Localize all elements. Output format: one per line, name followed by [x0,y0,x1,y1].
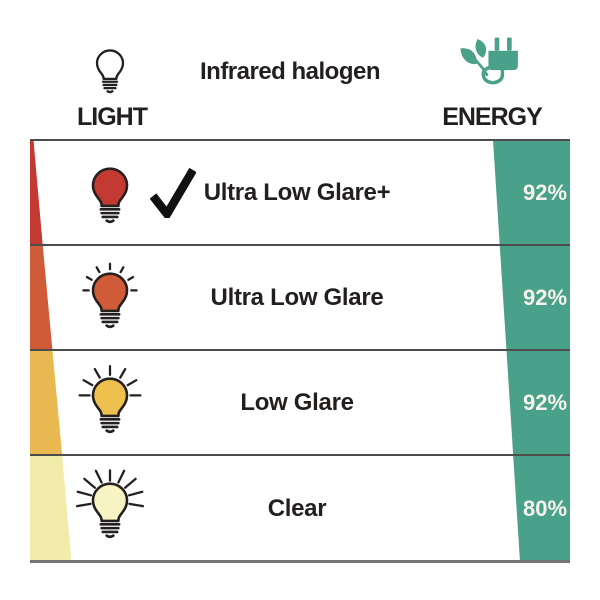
table-row: Clear 80% [30,455,570,562]
light-column-label: LIGHT [77,103,148,131]
row-label: Ultra Low Glare+ [203,178,391,206]
page-title: Infrared halogen [199,58,381,85]
checkmark-icon [150,167,196,218]
light-bulb-outline-icon [95,49,125,94]
table-row: Low Glare 92% [30,350,570,455]
row-label: Clear [267,494,327,522]
energy-percent: 92% [522,389,568,415]
pale-bulb-long-rays-icon [75,469,145,539]
red-bulb-icon [91,167,129,224]
orange-bulb-short-rays-icon [82,262,138,329]
energy-column-label: ENERGY [442,103,543,131]
table-row: Ultra Low Glare 92% [30,245,570,350]
energy-percent: 92% [522,179,568,205]
energy-percent: 92% [522,284,568,310]
energy-percent: 80% [522,495,568,521]
table-row: Ultra Low Glare+ 92% [30,140,570,245]
leaf-plug-icon [460,37,518,85]
row-label: Ultra Low Glare [210,283,384,311]
row-label: Low Glare [240,388,354,416]
yellow-bulb-rays-icon [78,365,142,434]
